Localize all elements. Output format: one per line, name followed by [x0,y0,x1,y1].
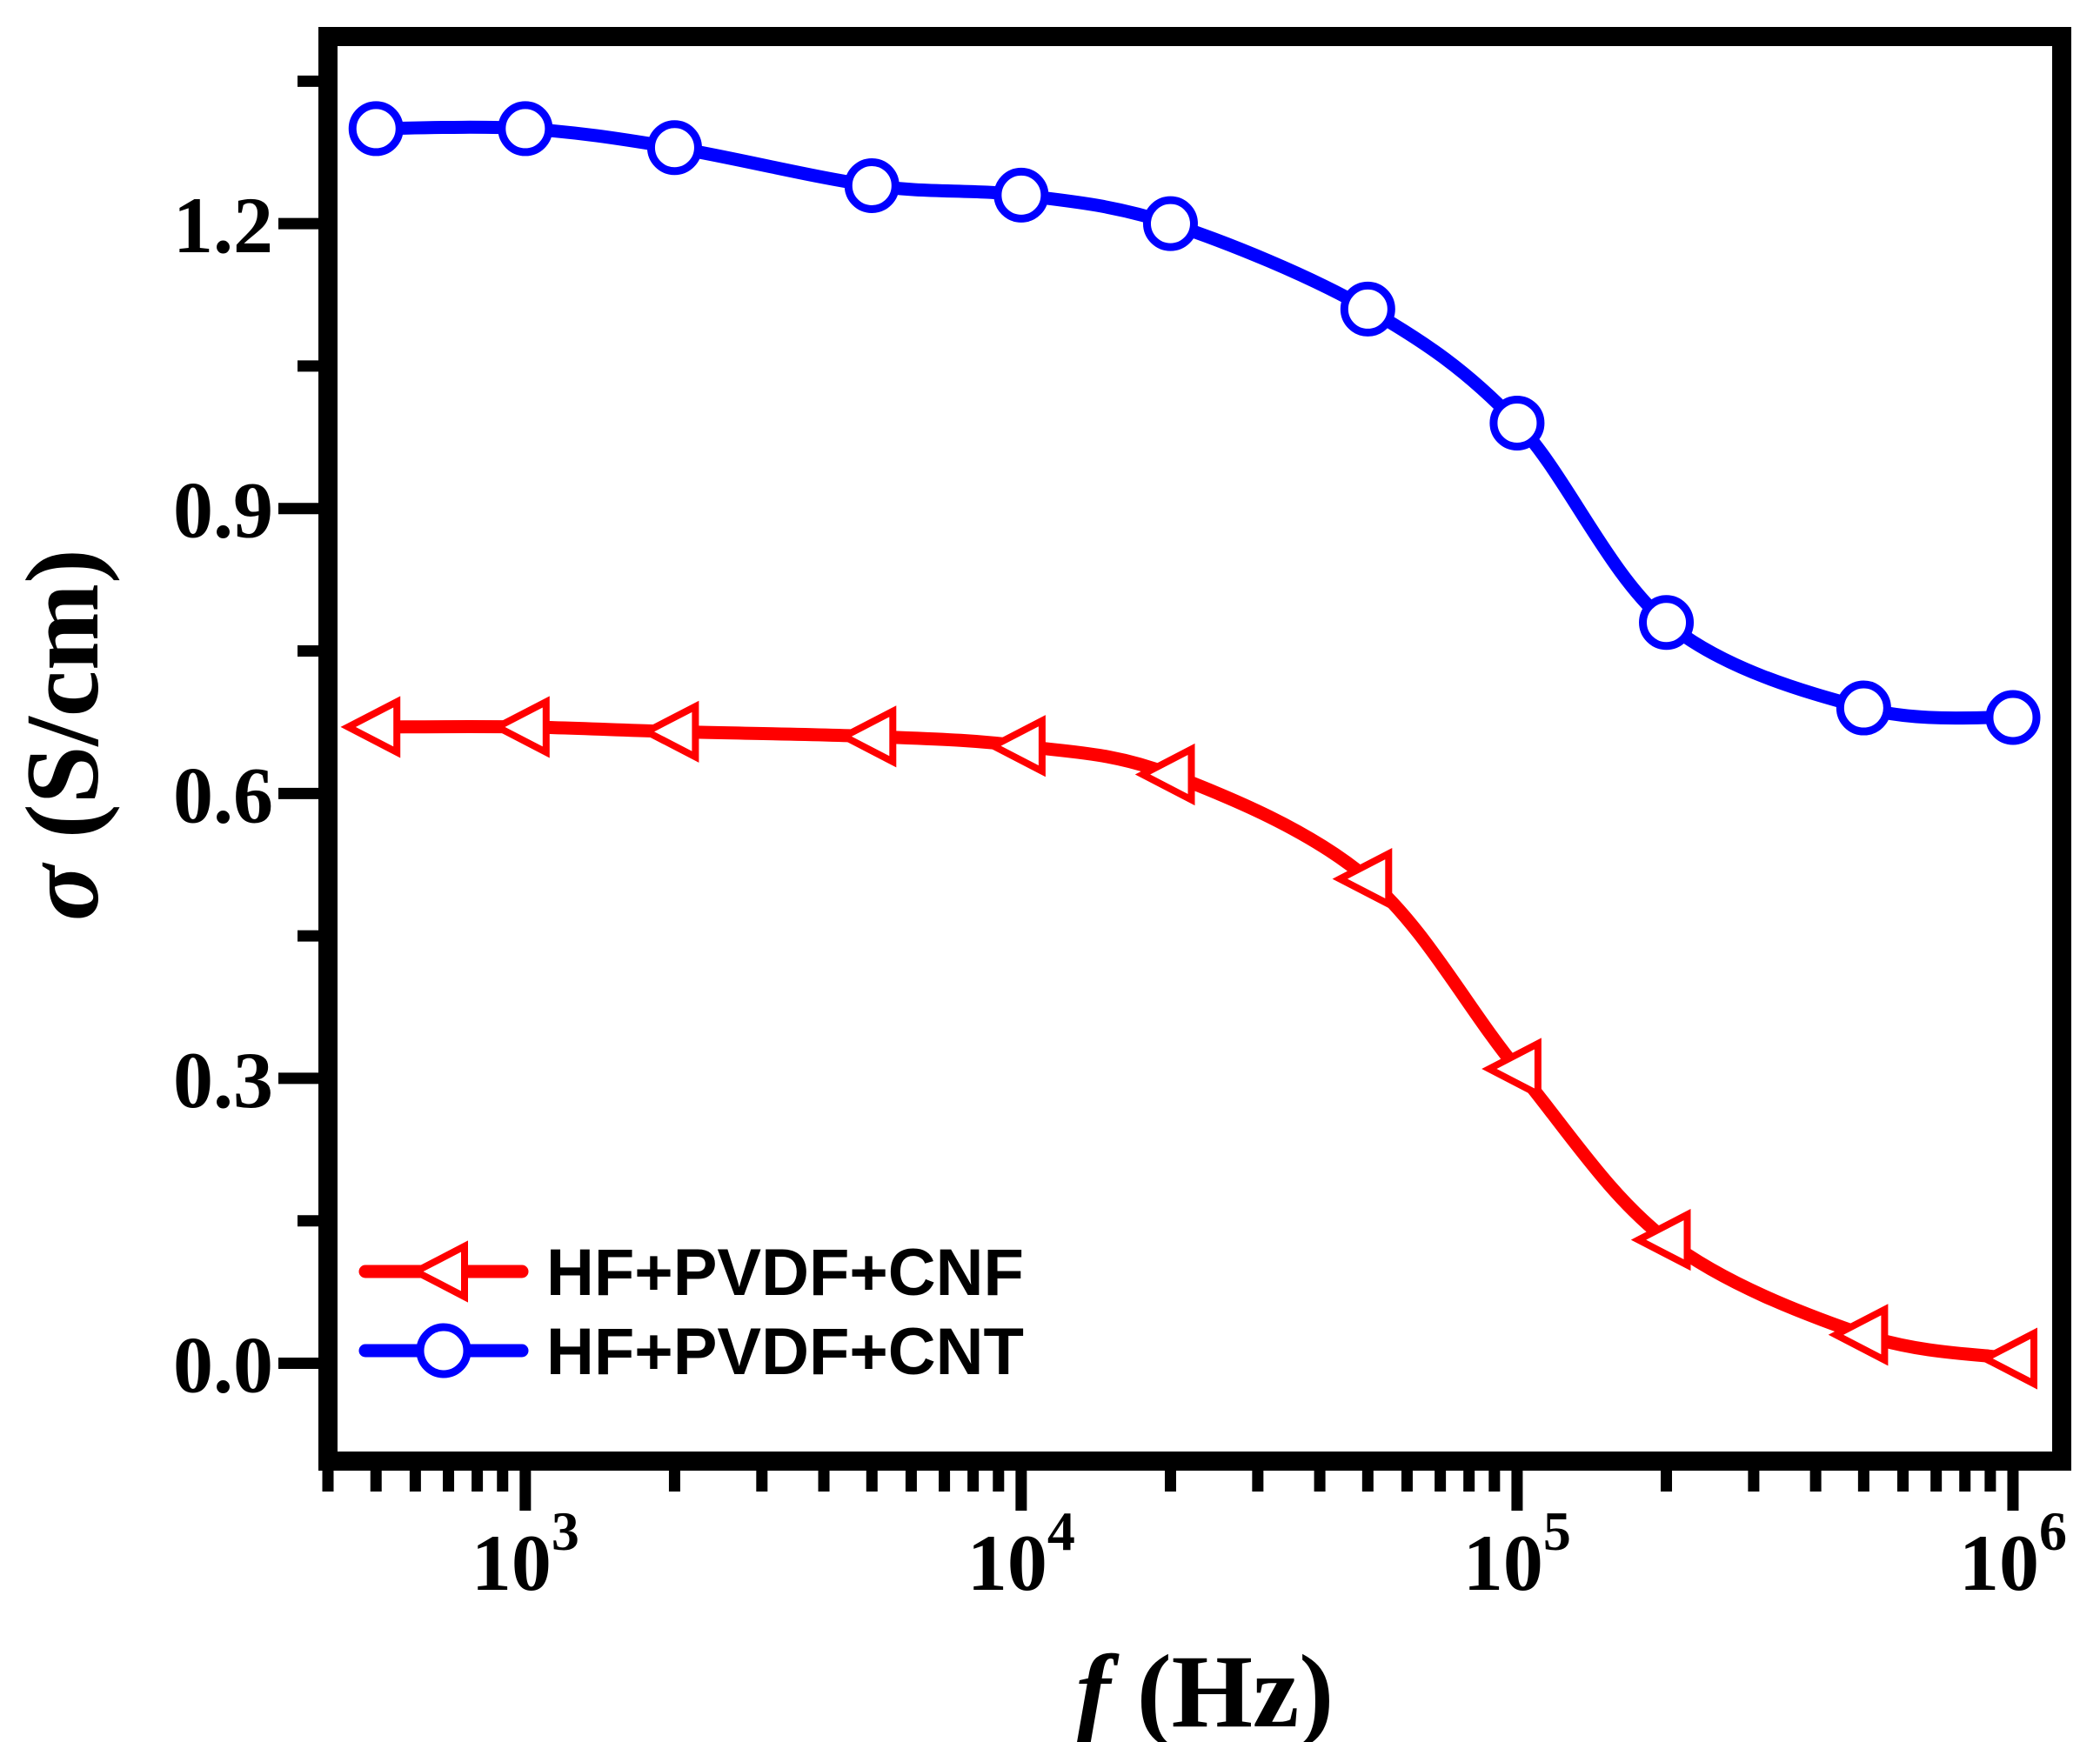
data-marker-triangle-hf-pvdf-cnf [836,705,897,768]
data-marker-circle-hf-pvdf-cnt [1985,690,2041,745]
legend-label-hf-pvdf-cnt: HF+PVDF+CNT [546,1315,1024,1389]
data-marker-circle-hf-pvdf-cnt [1340,281,1395,337]
series-line-hf-pvdf-cnt [369,120,2020,725]
data-marker-circle-hf-pvdf-cnt [1836,680,1891,736]
data-marker-triangle-hf-pvdf-cnf [639,700,699,763]
y-axis-title: σ (S/cm) [4,549,120,921]
data-marker-triangle-hf-pvdf-cnf [1630,1209,1691,1271]
data-marker-circle-hf-pvdf-cnt [1142,196,1198,251]
data-marker-triangle-hf-pvdf-cnf [1332,848,1393,911]
y-axis-tick-label: 0.9 [173,466,273,555]
y-axis-tick-label: 0.0 [173,1321,273,1410]
data-marker-triangle-hf-pvdf-cnf [1481,1038,1542,1100]
data-marker-circle-hf-pvdf-cnt [646,120,702,176]
x-axis-tick-label: 104 [967,1500,1075,1607]
legend-marker-triangle [408,1240,468,1303]
y-axis-tick-label: 1.2 [173,181,273,270]
x-axis-tick-label: 105 [1463,1500,1571,1607]
data-marker-triangle-hf-pvdf-cnf [340,696,401,758]
data-marker-circle-hf-pvdf-cnt [1489,395,1545,451]
data-marker-circle-hf-pvdf-cnt [844,157,900,213]
y-axis-tick-label: 0.6 [173,751,273,839]
plot-border [318,27,2071,1471]
data-marker-circle-hf-pvdf-cnt [1639,595,1695,651]
y-axis-tick-label: 0.3 [173,1036,273,1125]
x-axis-title: f (Hz) [1076,1633,1334,1742]
x-axis-tick-label: 103 [471,1500,579,1607]
data-marker-triangle-hf-pvdf-cnf [1828,1304,1889,1366]
data-marker-circle-hf-pvdf-cnt [348,101,404,157]
x-axis-tick-label: 106 [1959,1500,2067,1607]
data-marker-circle-hf-pvdf-cnt [993,167,1049,223]
legend-marker-circle [416,1323,471,1378]
data-marker-circle-hf-pvdf-cnt [498,101,553,157]
data-marker-triangle-hf-pvdf-cnf [1977,1327,2037,1390]
data-marker-triangle-hf-pvdf-cnf [490,696,550,758]
data-marker-triangle-hf-pvdf-cnf [986,715,1046,778]
data-marker-triangle-hf-pvdf-cnf [1134,743,1195,806]
legend-label-hf-pvdf-cnf: HF+PVDF+CNF [546,1236,1024,1310]
